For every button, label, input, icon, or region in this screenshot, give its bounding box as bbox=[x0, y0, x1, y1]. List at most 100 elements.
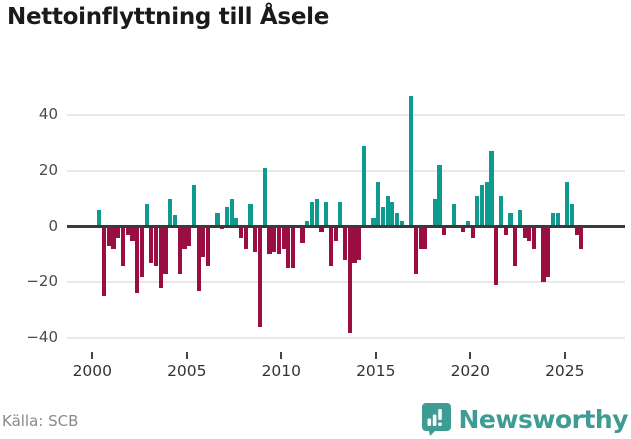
bar-2014-q4 bbox=[371, 218, 376, 227]
x-tick-2005 bbox=[185, 352, 188, 359]
bar-2011-q2 bbox=[305, 221, 310, 227]
bar-2007-q3 bbox=[234, 218, 239, 227]
bar-2018-q1 bbox=[432, 198, 437, 227]
bar-2007-q4 bbox=[239, 226, 244, 238]
x-tick-2020 bbox=[469, 352, 472, 359]
bar-2003-q2 bbox=[153, 226, 159, 266]
bar-2020-q4 bbox=[484, 182, 489, 227]
source-note: Källa: SCB bbox=[2, 412, 79, 430]
bar-2000-q2 bbox=[97, 209, 102, 227]
bar-2012-q2 bbox=[324, 201, 329, 227]
newsworthy-wordmark: Newsworthy bbox=[458, 404, 629, 434]
bar-2015-q3 bbox=[385, 195, 390, 227]
chart-title: Nettoinflyttning till Åsele bbox=[7, 4, 329, 30]
x-tick-label-2015: 2015 bbox=[356, 362, 396, 380]
bar-2010-q2 bbox=[286, 226, 291, 269]
bar-2016-q1 bbox=[394, 212, 400, 227]
bar-2001-q2 bbox=[116, 226, 121, 238]
bar-2002-q1 bbox=[130, 226, 135, 241]
bar-2010-q3 bbox=[291, 226, 296, 269]
bar-2010-q1 bbox=[281, 226, 286, 249]
bar-2025-q4 bbox=[579, 226, 584, 249]
bar-2006-q1 bbox=[205, 226, 211, 266]
bar-2003-q1 bbox=[149, 226, 154, 263]
newsworthy-logo[interactable]: Newsworthy bbox=[421, 402, 629, 436]
bar-2001-q1 bbox=[111, 226, 116, 249]
bar-2005-q3 bbox=[196, 226, 201, 291]
bar-2023-q2 bbox=[531, 226, 537, 249]
bar-2011-q1 bbox=[300, 226, 305, 244]
bar-2025-q3 bbox=[574, 226, 579, 235]
bar-2013-q1 bbox=[338, 201, 343, 227]
bar-2023-q4 bbox=[541, 226, 546, 283]
bar-2008-q4 bbox=[257, 226, 263, 327]
y-tick-label-0: 0 bbox=[48, 216, 58, 235]
bar-2022-q2 bbox=[513, 226, 518, 266]
bar-2013-q3 bbox=[347, 226, 352, 333]
x-tick-2015 bbox=[374, 352, 377, 359]
bar-2004-q2 bbox=[172, 215, 178, 227]
bar-2005-q2 bbox=[191, 184, 196, 227]
bar-2020-q1 bbox=[470, 226, 475, 238]
bar-2011-q4 bbox=[314, 198, 319, 227]
x-tick-2025 bbox=[563, 352, 566, 359]
x-tick-2000 bbox=[91, 352, 94, 359]
x-tick-label-2005: 2005 bbox=[167, 362, 207, 380]
bar-2024-q2 bbox=[550, 212, 556, 227]
bar-2004-q1 bbox=[168, 198, 173, 227]
bar-2013-q2 bbox=[342, 226, 348, 261]
bar-2021-q3 bbox=[498, 195, 504, 227]
bar-2005-q1 bbox=[187, 226, 192, 247]
bar-2007-q1 bbox=[224, 207, 230, 227]
bar-2012-q1 bbox=[319, 226, 324, 233]
bar-2022-q1 bbox=[508, 212, 513, 227]
bar-2000-q4 bbox=[106, 226, 111, 247]
bar-2003-q3 bbox=[158, 226, 163, 288]
bar-2018-q2 bbox=[437, 165, 442, 227]
bar-chart-exclamation-badge-icon bbox=[421, 402, 452, 436]
bar-2008-q1 bbox=[243, 226, 248, 249]
y-tick-label--40: −40 bbox=[26, 328, 58, 347]
bar-2015-q2 bbox=[380, 207, 385, 227]
bar-2009-q3 bbox=[272, 226, 277, 252]
bar-2008-q2 bbox=[248, 204, 253, 227]
bar-2018-q3 bbox=[442, 226, 447, 235]
bar-2003-q4 bbox=[163, 226, 168, 274]
bar-2009-q4 bbox=[276, 226, 281, 255]
x-tick-label-2025: 2025 bbox=[545, 362, 585, 380]
bar-2009-q2 bbox=[267, 226, 272, 255]
bar-2016-q4 bbox=[409, 95, 414, 227]
zero-axis-line bbox=[67, 225, 625, 229]
y-tick-label--20: −20 bbox=[26, 272, 58, 291]
bar-2012-q3 bbox=[328, 226, 333, 266]
bar-2025-q2 bbox=[569, 204, 574, 227]
bar-2002-q2 bbox=[135, 226, 140, 294]
x-tick-label-2020: 2020 bbox=[450, 362, 491, 380]
bar-2019-q4 bbox=[465, 221, 470, 227]
bar-2007-q2 bbox=[229, 198, 234, 227]
x-tick-label-2010: 2010 bbox=[261, 362, 302, 380]
bar-2002-q4 bbox=[144, 204, 149, 227]
bar-2023-q1 bbox=[527, 226, 532, 241]
bar-2004-q4 bbox=[182, 226, 187, 249]
bar-2012-q4 bbox=[333, 226, 338, 241]
bar-2005-q4 bbox=[201, 226, 206, 258]
bar-2000-q3 bbox=[102, 226, 107, 297]
bar-2015-q1 bbox=[376, 182, 381, 227]
bar-2002-q3 bbox=[139, 226, 144, 277]
gridline-y-40 bbox=[67, 114, 625, 117]
bar-2025-q1 bbox=[565, 182, 570, 227]
bar-2014-q1 bbox=[357, 226, 362, 261]
y-tick-label-20: 20 bbox=[38, 160, 58, 179]
bar-2021-q1 bbox=[489, 151, 494, 227]
bar-2024-q1 bbox=[546, 226, 551, 277]
bar-2020-q2 bbox=[475, 195, 480, 227]
x-tick-label-2000: 2000 bbox=[72, 362, 113, 380]
bar-2022-q4 bbox=[522, 226, 527, 238]
bar-2022-q3 bbox=[517, 209, 522, 227]
y-tick-label-40: 40 bbox=[38, 105, 58, 124]
bar-2004-q3 bbox=[177, 226, 182, 274]
bar-2001-q4 bbox=[125, 226, 130, 235]
